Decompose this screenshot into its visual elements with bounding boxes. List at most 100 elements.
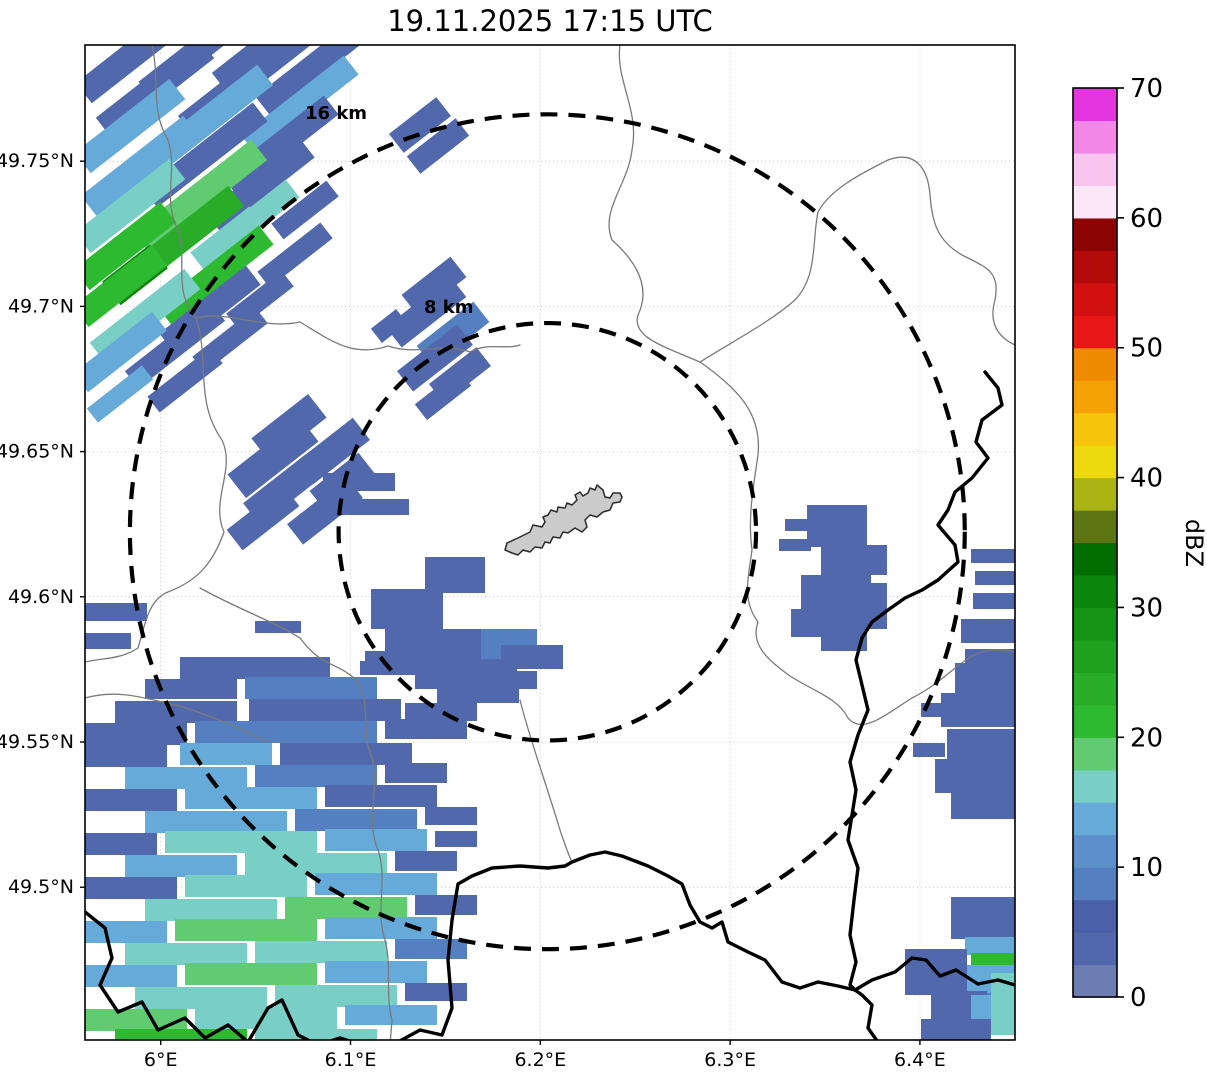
colorbar-tick-label: 0	[1130, 983, 1147, 1013]
radar-echo-cell	[241, 55, 359, 155]
colorbar-cell	[1073, 769, 1117, 803]
radar-echo-cell	[125, 943, 247, 965]
radar-echo-cell	[85, 603, 147, 621]
radar-echo-cell	[195, 721, 377, 743]
radar-echo-cell	[371, 589, 443, 629]
radar-echo-cell	[821, 629, 867, 651]
radar-echo-cell	[325, 961, 427, 983]
radar-echo-cell	[165, 831, 317, 853]
radar-echo-cell	[847, 583, 887, 629]
colorbar-cell	[1073, 932, 1117, 966]
radar-echo-cell	[85, 311, 167, 393]
airport-area	[504, 484, 623, 556]
radar-echo-cell	[185, 963, 317, 985]
colorbar-cell	[1073, 704, 1117, 738]
colorbar-tick-label: 50	[1130, 334, 1163, 364]
radar-echo-cell	[807, 505, 867, 547]
radar-echo-cell	[145, 899, 277, 921]
radar-echo-cell	[125, 855, 237, 877]
river-line	[699, 361, 1015, 726]
radar-echo-cell	[185, 787, 317, 809]
colorbar-cell	[1073, 152, 1117, 186]
y-tick-label: 49.6°N	[8, 586, 74, 608]
radar-echo-cell	[85, 921, 167, 943]
radar-echo-cell	[941, 693, 1015, 727]
colorbar-cell	[1073, 88, 1117, 122]
ring-label-16km: 16 km	[305, 103, 367, 124]
radar-echo-cell	[227, 417, 319, 499]
radar-echo-cell	[395, 851, 457, 871]
radar-echo-cell	[935, 759, 1015, 793]
y-tick-label: 49.5°N	[8, 876, 74, 898]
radar-echo-cell	[255, 45, 365, 116]
radar-echo-cell	[180, 657, 330, 679]
radar-echo-cell	[85, 1009, 187, 1031]
radar-echo-cell	[85, 115, 200, 217]
colorbar-cell	[1073, 639, 1117, 673]
radar-echo-cell	[779, 539, 811, 551]
radar-echo-cell	[85, 833, 157, 855]
colorbar-tick-label: 40	[1130, 464, 1163, 494]
x-tick-label: 6.4°E	[894, 1049, 946, 1071]
radar-echo-cell	[249, 699, 401, 721]
radar-echo-cell	[226, 485, 300, 551]
tick-labels: 6°E 6.1°E 6.2°E 6.3°E 6.4°E 49.75°N 49.7°N 49.6…	[0, 150, 946, 1071]
radar-echo-cell	[295, 809, 417, 831]
radar-echo-cell	[785, 519, 811, 531]
radar-echo-cell	[85, 789, 177, 811]
y-tick-label: 49.7°N	[8, 295, 74, 317]
radar-echo-cell	[255, 621, 301, 633]
radar-echo-cell	[236, 140, 314, 208]
radar-echo-cell	[271, 180, 339, 240]
radar-echo-cell	[415, 895, 477, 915]
colorbar-cell	[1073, 185, 1117, 219]
radar-echo-cell	[921, 1019, 991, 1040]
radar-echo-cell	[325, 829, 427, 851]
radar-echo-cell	[285, 897, 407, 919]
colorbar-frame	[1072, 87, 1118, 998]
radar-echo-cell	[405, 703, 477, 721]
radar-echo-cell	[401, 256, 467, 316]
radar-echo-cell	[85, 745, 167, 767]
river-line	[608, 45, 701, 363]
radar-echo-cell	[425, 557, 485, 593]
y-tick-label: 49.55°N	[0, 731, 74, 753]
x-tick-label: 6.1°E	[325, 1049, 377, 1071]
radar-echo-cell	[325, 785, 437, 807]
river-line	[519, 699, 573, 863]
range-rings-layer	[127, 112, 967, 952]
colorbar-cell	[1073, 380, 1117, 414]
river-line	[85, 693, 269, 743]
border-line	[846, 370, 1004, 992]
radar-echo-cell	[973, 593, 1015, 609]
radar-echo-cell	[955, 663, 1015, 693]
radar-echo-cell	[405, 983, 467, 1001]
colorbar-tick-label: 10	[1130, 853, 1163, 883]
river-line	[85, 317, 227, 663]
colorbar-cell	[1073, 574, 1117, 609]
radar-echo-cell	[315, 873, 437, 895]
colorbar-cell	[1073, 542, 1117, 576]
radar-echo-cell	[125, 767, 247, 789]
radar-echo-cell	[437, 689, 519, 703]
colorbar-cell	[1073, 607, 1117, 641]
range-ring-8km	[336, 320, 759, 743]
colorbar-cell	[1073, 834, 1117, 868]
x-tick-label: 6°E	[144, 1049, 178, 1071]
radar-echo-cell	[85, 633, 131, 649]
radar-echo-cell	[385, 719, 467, 739]
colorbar-cell	[1073, 737, 1117, 771]
radar-echo-cell	[185, 875, 307, 897]
colorbar-tick-label: 30	[1130, 593, 1163, 623]
colorbar-cell	[1073, 445, 1117, 479]
river-line	[199, 587, 393, 1040]
range-ring-16km	[127, 112, 967, 952]
radar-echo-cell	[370, 309, 408, 343]
colorbar-tick-label: 20	[1130, 723, 1163, 753]
radar-echo-cell	[913, 743, 945, 757]
radar-echo-cell	[145, 811, 287, 833]
radar-echo-cell	[406, 118, 470, 174]
radar-echo-cell	[961, 619, 1015, 643]
